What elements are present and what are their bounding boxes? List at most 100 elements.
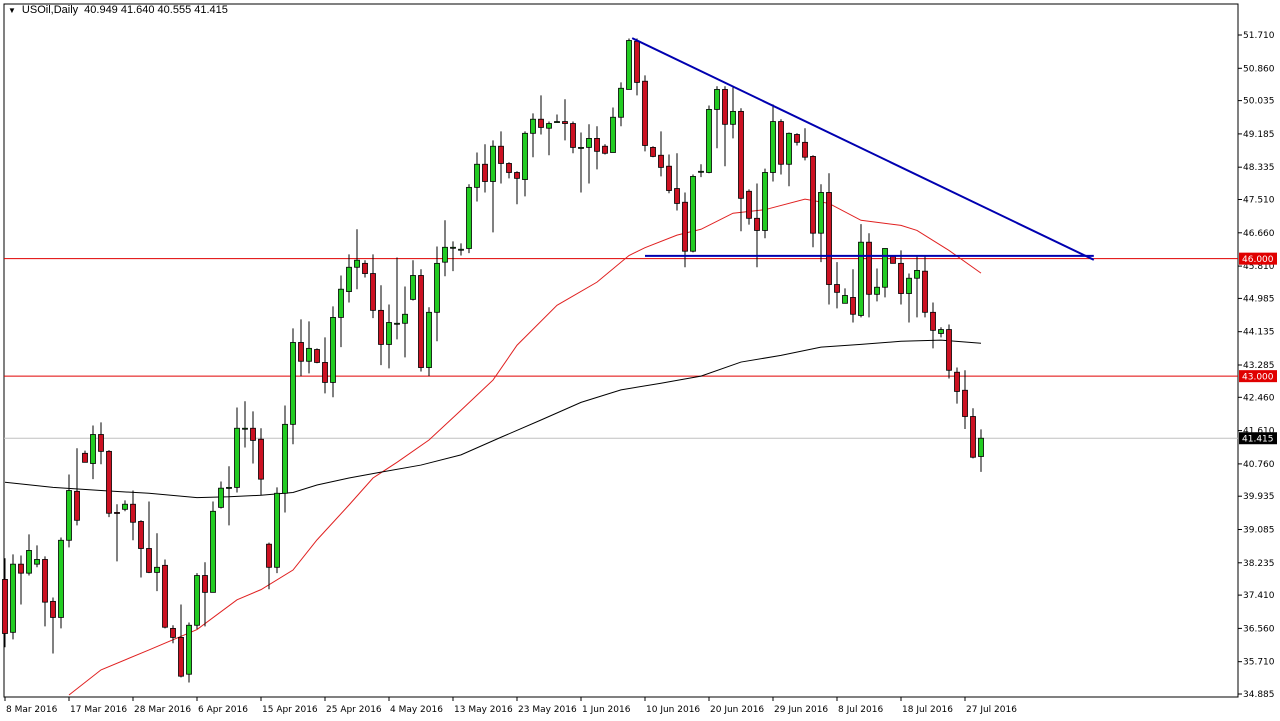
- candle: [306, 321, 312, 374]
- candle-body-bear: [602, 145, 608, 154]
- candle: [514, 171, 520, 205]
- candle: [370, 254, 376, 319]
- candle-body-bear: [954, 371, 960, 392]
- candle-body-bull: [290, 342, 296, 425]
- candle: [506, 162, 512, 179]
- candle: [962, 370, 968, 430]
- candle-body-bull: [410, 275, 416, 300]
- candle-body-bull: [770, 121, 776, 173]
- candle: [946, 324, 952, 379]
- candle: [98, 422, 104, 465]
- candle: [418, 269, 424, 372]
- candle: [106, 450, 112, 518]
- candle-body-bear: [746, 190, 752, 219]
- y-tick-label: 36.560: [1243, 624, 1275, 634]
- y-tick-label: 50.035: [1243, 97, 1275, 107]
- candle: [474, 152, 480, 202]
- y-tick-label: 39.085: [1243, 525, 1275, 535]
- y-tick-label: 35.710: [1243, 658, 1275, 668]
- candle-body-bear: [202, 575, 208, 593]
- price-tag-label: 43.000: [1242, 373, 1274, 383]
- candle-body-bear: [642, 80, 648, 146]
- candle-body-bull: [818, 192, 824, 234]
- candle: [434, 246, 440, 342]
- candle-body-bull: [434, 262, 440, 313]
- candle: [706, 105, 712, 174]
- candle: [154, 533, 160, 592]
- candle: [666, 154, 672, 194]
- candle-body-bull: [842, 295, 848, 304]
- candle: [522, 131, 528, 197]
- candle: [746, 189, 752, 225]
- candle-body-bull: [186, 624, 192, 675]
- candle-body-bear: [50, 600, 56, 618]
- candle: [954, 367, 960, 404]
- candle-body-bear: [418, 275, 424, 368]
- candle-body-bull: [90, 434, 96, 464]
- y-tick-label: 45.810: [1243, 262, 1275, 272]
- candle: [170, 625, 176, 644]
- candle: [586, 124, 592, 184]
- x-tick-label: 8 Jul 2016: [838, 705, 883, 715]
- x-tick-label: 1 Jun 2016: [582, 705, 631, 715]
- candle-body-bear: [834, 284, 840, 293]
- candle: [18, 555, 24, 605]
- price-tag-background: [1239, 370, 1277, 383]
- candle-body-bull: [426, 311, 432, 368]
- candle-body-bear: [594, 138, 600, 152]
- candle: [914, 256, 920, 318]
- candle-body-bear: [18, 563, 24, 574]
- price-tag-background: [1239, 432, 1277, 445]
- candle: [738, 108, 744, 232]
- candle-body-bear: [162, 564, 168, 628]
- y-tick-label: 42.460: [1243, 393, 1275, 403]
- chart-header: ▼ USOil,Daily 40.949 41.640 40.555 41.41…: [8, 4, 228, 16]
- candle-body-bull: [122, 503, 128, 510]
- candle: [770, 104, 776, 182]
- candle-body-bear: [114, 512, 120, 514]
- candle: [754, 183, 760, 268]
- triangle-down-icon[interactable]: ▼: [8, 5, 16, 15]
- x-tick-label: 27 Jul 2016: [966, 705, 1017, 715]
- candle-body-bull: [282, 423, 288, 494]
- candle-body-bear: [930, 311, 936, 331]
- candle: [138, 520, 144, 578]
- candle: [834, 262, 840, 309]
- candle: [146, 501, 152, 574]
- x-tick-label: 29 Jun 2016: [774, 705, 828, 715]
- candle-body-bear: [826, 192, 832, 285]
- y-tick-label: 44.135: [1243, 328, 1275, 338]
- candle: [578, 132, 584, 193]
- candle: [258, 428, 264, 496]
- candle: [242, 401, 248, 448]
- x-tick-label: 18 Jul 2016: [902, 705, 953, 715]
- candle-body-bear: [362, 262, 368, 274]
- descending-resistance-trendline: [631, 37, 1095, 261]
- candle: [234, 407, 240, 493]
- candle: [626, 38, 632, 90]
- y-tick-label: 37.410: [1243, 591, 1275, 601]
- x-tick-label: 17 Mar 2016: [70, 705, 127, 715]
- price-tag-background: [1239, 252, 1277, 265]
- candle-body-bull: [154, 566, 160, 573]
- candle-body-bull: [578, 147, 584, 149]
- candle-body-bear: [298, 342, 304, 362]
- candle: [274, 487, 280, 574]
- candle-body-bear: [2, 579, 8, 634]
- candle-body-bear: [722, 89, 728, 125]
- candle-body-bull: [354, 259, 360, 268]
- price-tag-label: 46.000: [1242, 255, 1274, 265]
- candle-body-bull: [690, 175, 696, 252]
- candle: [202, 562, 208, 627]
- candle-body-bull: [474, 163, 480, 188]
- candle-body-bear: [498, 145, 504, 164]
- candle: [114, 504, 120, 562]
- candle: [786, 132, 792, 187]
- candle: [874, 268, 880, 302]
- candle: [386, 304, 392, 369]
- candle-body-bull: [346, 266, 352, 292]
- x-tick-label: 4 May 2016: [390, 705, 443, 715]
- candle-body-bull: [34, 559, 40, 565]
- candle-body-bear: [266, 543, 272, 568]
